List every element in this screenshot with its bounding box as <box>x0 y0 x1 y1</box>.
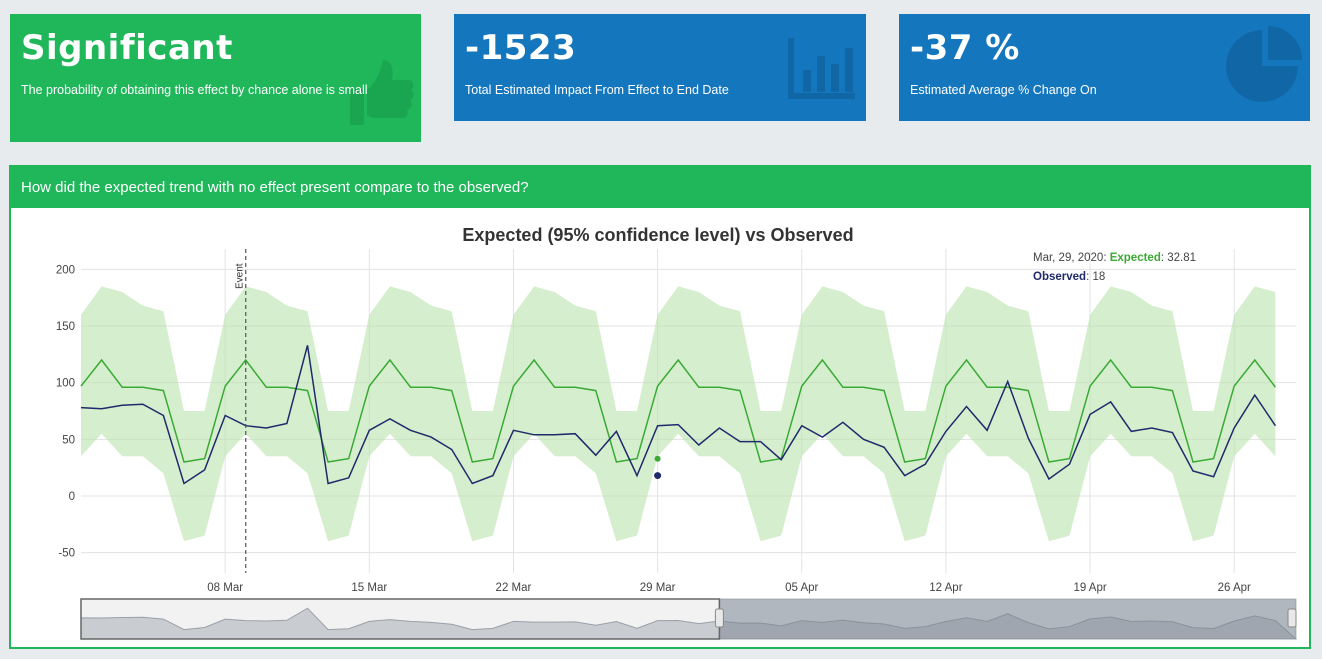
y-tick-label: 200 <box>56 264 75 276</box>
x-tick-label: 19 Apr <box>1073 582 1106 594</box>
x-tick-label: 26 Apr <box>1218 582 1251 594</box>
series-line-observed <box>80 345 1277 485</box>
x-tick-label: 22 Mar <box>496 582 532 594</box>
tooltip-date: Mar, 29, 2020: <box>1033 252 1110 264</box>
average-change-value: -37 % <box>910 28 1020 68</box>
tooltip-observed-line: Observed: 18 <box>1033 271 1105 283</box>
navigator-selection <box>719 599 1296 639</box>
thumbs-up-icon <box>350 60 414 125</box>
x-tick-label: 08 Mar <box>207 582 243 594</box>
x-tick-label: 29 Mar <box>640 582 676 594</box>
tooltip-observed-value: : 18 <box>1086 271 1105 283</box>
expected-vs-observed-chart[interactable]: Expected (95% confidence level) vs Obser… <box>11 167 1309 647</box>
y-tick-label: -50 <box>58 548 75 560</box>
x-tick-label: 15 Mar <box>351 582 387 594</box>
significance-value: Significant <box>21 28 233 68</box>
total-impact-value: -1523 <box>465 28 577 68</box>
average-change-card: -37 % Estimated Average % Change On <box>899 14 1310 121</box>
bar-chart-icon <box>788 38 855 99</box>
panel-title: How did the expected trend with no effec… <box>11 167 1309 208</box>
y-tick-label: 100 <box>56 378 75 390</box>
chart-title: Expected (95% confidence level) vs Obser… <box>462 225 853 245</box>
observed-hover-point <box>654 472 662 480</box>
confidence-band <box>81 286 1276 542</box>
total-impact-description: Total Estimated Impact From Effect to En… <box>465 83 729 97</box>
y-tick-label: 0 <box>69 491 75 503</box>
tooltip-expected-label: Expected <box>1110 252 1161 264</box>
series-line-expected <box>80 358 1276 463</box>
tooltip-expected-value: : 32.81 <box>1161 252 1196 264</box>
x-tick-label: 12 Apr <box>929 582 962 594</box>
x-tick-label: 05 Apr <box>785 582 818 594</box>
expected-hover-point <box>654 455 661 462</box>
navigator-right-handle[interactable] <box>1287 608 1297 628</box>
tooltip-observed-label: Observed <box>1033 271 1086 283</box>
event-marker-label: Event <box>235 263 246 289</box>
range-navigator[interactable] <box>80 598 1298 640</box>
y-tick-label: 50 <box>62 434 75 446</box>
total-impact-card: -1523 Total Estimated Impact From Effect… <box>454 14 866 121</box>
navigator-left-handle[interactable] <box>714 608 724 628</box>
tooltip-expected-line: Mar, 29, 2020: Expected: 32.81 <box>1033 252 1196 264</box>
average-change-description: Estimated Average % Change On <box>910 83 1097 97</box>
y-tick-label: 150 <box>56 321 75 333</box>
significance-description: The probability of obtaining this effect… <box>21 83 368 97</box>
significance-card: Significant The probability of obtaining… <box>10 14 421 142</box>
trend-comparison-panel: How did the expected trend with no effec… <box>9 165 1311 649</box>
pie-chart-icon <box>1226 26 1302 102</box>
